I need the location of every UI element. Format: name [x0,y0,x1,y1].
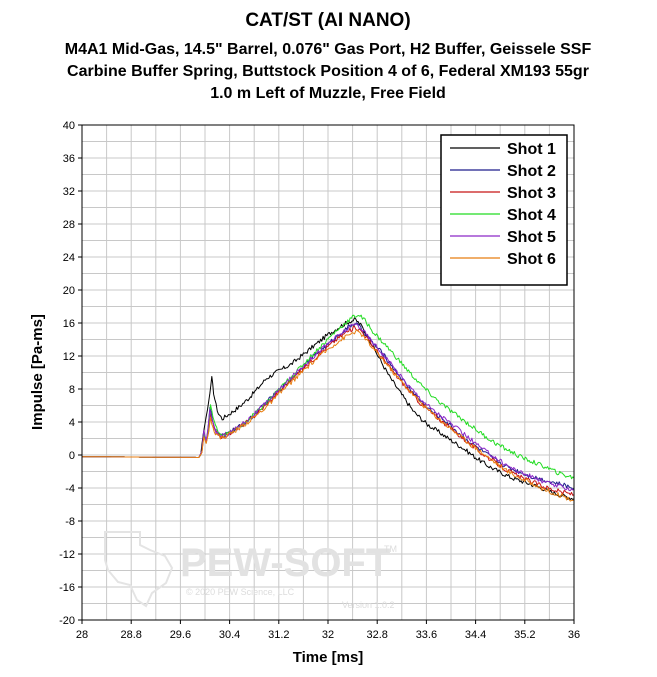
texas-logo-icon [104,531,174,608]
watermark-version: Version 1.0.2 [342,600,395,610]
y-tick-label: -4 [65,483,75,495]
y-axis-label: Impulse [Pa-ms] [29,314,46,430]
y-tick-label: 20 [63,285,75,297]
x-tick-label: 36 [568,629,580,641]
series-lines [82,314,575,502]
y-tick-label: 16 [63,318,75,330]
legend-label: Shot 4 [507,207,556,224]
watermark-brand: PEW-SOFT [180,541,390,585]
x-tick-label: 30.4 [219,629,240,641]
y-tick-label: -12 [59,549,75,561]
chart-subtitle-line-1: M4A1 Mid-Gas, 14.5" Barrel, 0.076" Gas P… [65,41,592,58]
x-tick-label: 35.2 [514,629,535,641]
legend-label: Shot 3 [507,185,556,202]
grid [81,124,575,621]
legend-label: Shot 1 [507,141,556,158]
y-tick-label: 8 [69,384,75,396]
legend-box [440,134,568,286]
x-axis-label: Time [ms] [293,649,364,666]
y-tick-label: 12 [63,351,75,363]
y-tick-label: 36 [63,153,75,165]
series-line-shot-6 [82,329,575,502]
watermark-trademark: TM [384,544,397,554]
y-tick-label: -8 [65,516,75,528]
y-tick-label: 0 [69,450,75,462]
y-tick-label: 40 [63,120,75,132]
y-tick-label: -16 [59,582,75,594]
y-tick-label: 4 [69,417,75,429]
watermark: PEW-SOFT TM © 2020 PEW Science, LLC Vers… [104,531,397,610]
chart-subtitle-line-2: Carbine Buffer Spring, Buttstock Positio… [67,63,589,80]
x-tick-label: 33.6 [416,629,437,641]
y-tick-label: 28 [63,219,75,231]
x-tick-label: 29.6 [170,629,191,641]
legend-label: Shot 2 [507,163,556,180]
x-tick-label: 32 [322,629,334,641]
legend-label: Shot 6 [507,251,556,268]
x-tick-label: 34.4 [465,629,486,641]
x-tick-label: 32.8 [366,629,387,641]
x-tick-label: 28 [76,629,88,641]
legend: Shot 1 Shot 2 Shot 3 Shot 4 Shot 5 Shot 6 [440,134,568,286]
x-tick-label: 31.2 [268,629,289,641]
x-tick-label: 28.8 [120,629,141,641]
y-tick-label: -20 [59,615,75,627]
chart-title: CAT/ST (AI NANO) [245,10,410,31]
legend-label: Shot 5 [507,229,556,246]
watermark-copyright: © 2020 PEW Science, LLC [186,587,295,597]
y-tick-label: 24 [63,252,75,264]
chart-subtitle-line-3: 1.0 m Left of Muzzle, Free Field [210,85,446,102]
y-tick-label: 32 [63,186,75,198]
axis-ticks: 28 28.8 29.6 30.4 31.2 32 32.8 33.6 34.4 35.2 36 -2… [59,120,580,641]
